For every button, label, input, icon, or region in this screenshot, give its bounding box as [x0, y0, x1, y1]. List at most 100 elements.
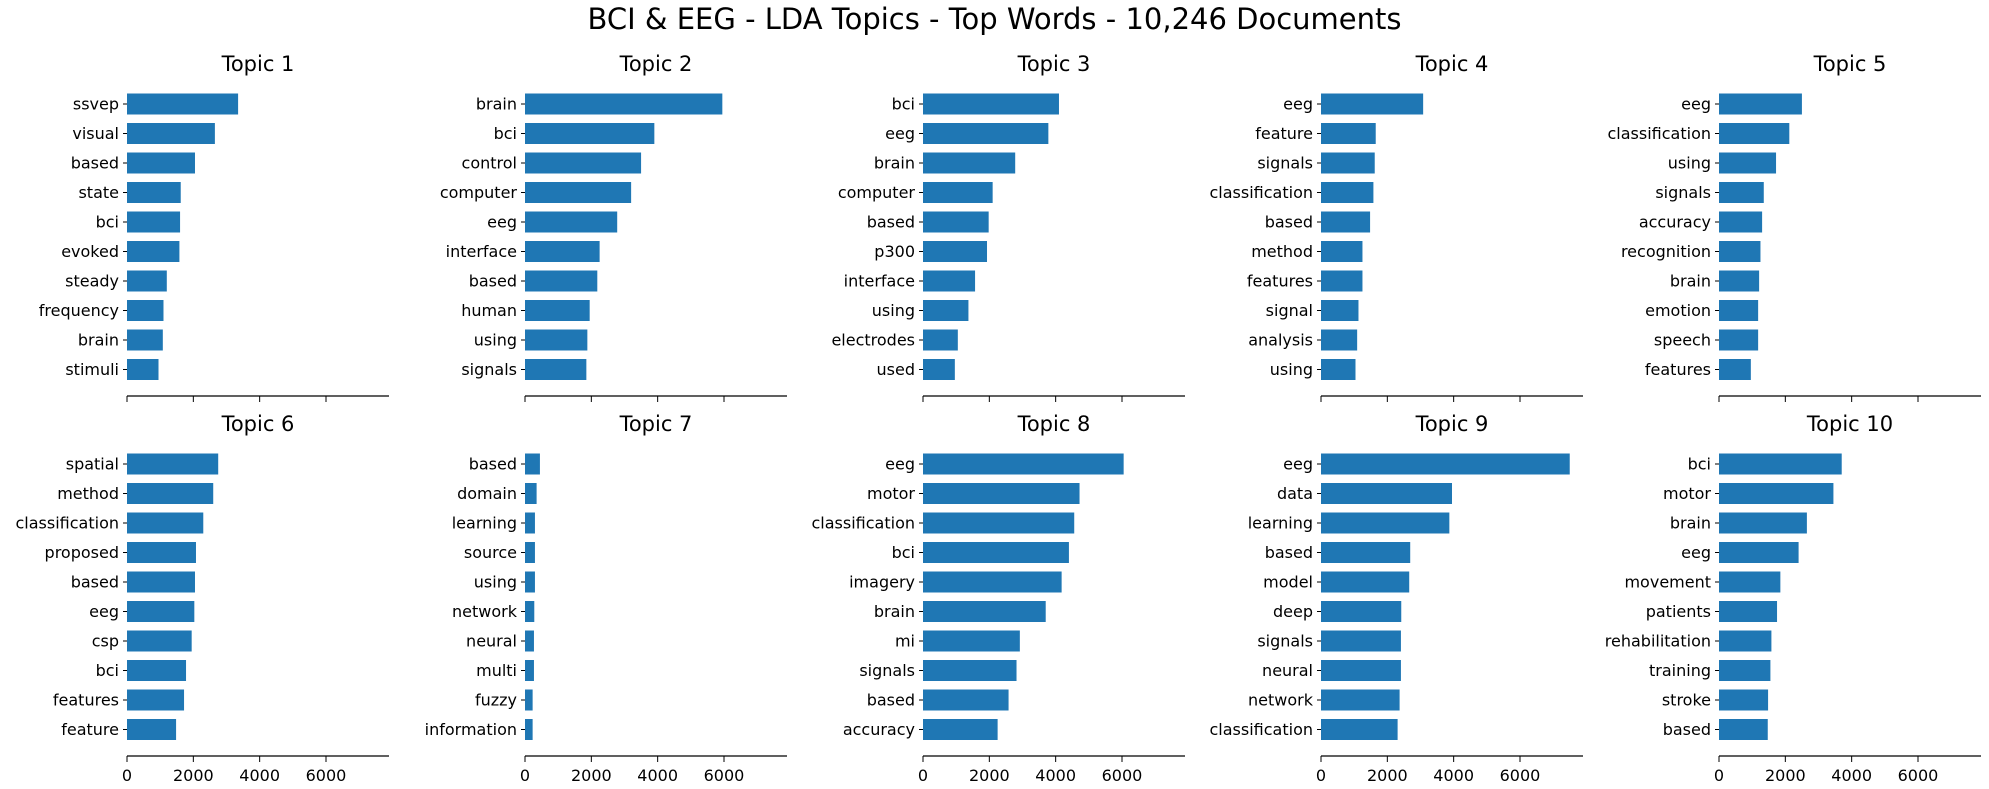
bar-topic-4-features	[1321, 270, 1363, 292]
bar-topic-1-ssvep	[127, 93, 239, 115]
category-label-topic-8-based: based	[867, 691, 915, 710]
bar-topic-10-training	[1719, 660, 1771, 681]
category-label-topic-10-based: based	[1663, 720, 1711, 739]
bar-topic-2-interface	[525, 241, 600, 262]
bar-topic-3-electrodes	[923, 329, 958, 351]
bar-topic-2-bci	[525, 123, 655, 144]
category-label-topic-7-based: based	[469, 455, 517, 474]
bar-topic-5-recognition	[1719, 241, 1761, 262]
category-label-topic-3-p300: p300	[874, 242, 915, 261]
category-label-topic-6-spatial: spatial	[66, 455, 119, 474]
category-label-topic-8-signals: signals	[859, 661, 915, 680]
category-label-topic-5-recognition: recognition	[1621, 242, 1711, 261]
category-label-topic-6-bci: bci	[96, 661, 119, 680]
bar-topic-4-eeg	[1321, 93, 1424, 115]
category-label-topic-5-brain: brain	[1670, 272, 1711, 291]
bar-topic-6-classification	[127, 512, 204, 534]
bar-topic-2-signals	[525, 359, 587, 380]
category-label-topic-2-interface: interface	[446, 242, 517, 261]
bar-topic-10-based	[1719, 719, 1768, 740]
category-label-topic-2-brain: brain	[476, 95, 517, 114]
category-label-topic-1-frequency: frequency	[39, 301, 119, 320]
category-label-topic-2-using: using	[474, 331, 517, 350]
panel-title-topic-10: Topic 10	[1806, 412, 1893, 436]
xtick-label-topic-7-0: 0	[520, 766, 530, 785]
bar-topic-8-motor	[923, 483, 1080, 504]
category-label-topic-1-steady: steady	[65, 272, 119, 291]
xtick-label-topic-8-4000: 4000	[1035, 766, 1076, 785]
bar-topic-7-source	[525, 542, 535, 563]
bar-topic-10-movement	[1719, 571, 1781, 593]
category-label-topic-5-signals: signals	[1655, 183, 1711, 202]
panel-title-topic-1: Topic 1	[221, 52, 295, 76]
panel-title-topic-2: Topic 2	[619, 52, 693, 76]
category-label-topic-6-based: based	[71, 573, 119, 592]
bar-topic-4-classification	[1321, 182, 1374, 203]
category-label-topic-7-network: network	[452, 602, 518, 621]
xtick-label-topic-8-2000: 2000	[969, 766, 1010, 785]
xtick-label-topic-10-0: 0	[1714, 766, 1724, 785]
category-label-topic-10-training: training	[1649, 661, 1711, 680]
bar-topic-10-eeg	[1719, 542, 1799, 563]
bar-topic-9-network	[1321, 689, 1400, 711]
bar-topic-6-bci	[127, 660, 187, 681]
category-label-topic-4-method: method	[1251, 242, 1313, 261]
category-label-topic-2-bci: bci	[494, 124, 517, 143]
bar-topic-5-classification	[1719, 123, 1790, 144]
category-label-topic-7-information: information	[425, 720, 517, 739]
bar-topic-4-feature	[1321, 123, 1376, 144]
bar-topic-7-domain	[525, 483, 537, 504]
category-label-topic-7-domain: domain	[457, 484, 517, 503]
category-label-topic-1-based: based	[71, 154, 119, 173]
bar-topic-1-based	[127, 152, 195, 174]
bar-topic-10-rehabilitation	[1719, 630, 1772, 652]
category-label-topic-3-electrodes: electrodes	[831, 331, 915, 350]
bar-topic-8-signals	[923, 660, 1017, 681]
bar-topic-10-motor	[1719, 483, 1834, 504]
category-label-topic-5-using: using	[1668, 154, 1711, 173]
bar-topic-4-signals	[1321, 152, 1375, 174]
category-label-topic-3-bci: bci	[892, 95, 915, 114]
xtick-label-topic-7-4000: 4000	[637, 766, 678, 785]
category-label-topic-3-based: based	[867, 213, 915, 232]
panel-title-topic-3: Topic 3	[1017, 52, 1091, 76]
bar-topic-10-stroke	[1719, 689, 1769, 711]
bar-topic-1-frequency	[127, 300, 164, 321]
bar-topic-8-imagery	[923, 571, 1062, 593]
category-label-topic-7-using: using	[474, 573, 517, 592]
bar-topic-3-brain	[923, 152, 1016, 174]
category-label-topic-9-deep: deep	[1273, 602, 1313, 621]
category-label-topic-2-eeg: eeg	[487, 213, 517, 232]
category-label-topic-9-based: based	[1265, 543, 1313, 562]
category-label-topic-8-classification: classification	[812, 514, 916, 533]
bar-topic-1-stimuli	[127, 359, 159, 380]
category-label-topic-9-model: model	[1263, 573, 1313, 592]
category-label-topic-9-data: data	[1277, 484, 1313, 503]
category-label-topic-1-stimuli: stimuli	[65, 360, 119, 379]
panel-title-topic-6: Topic 6	[221, 412, 295, 436]
category-label-topic-1-visual: visual	[72, 124, 119, 143]
category-label-topic-8-motor: motor	[867, 484, 915, 503]
bar-topic-9-neural	[1321, 660, 1401, 681]
category-label-topic-6-csp: csp	[92, 632, 119, 651]
bar-topic-1-evoked	[127, 241, 180, 262]
panel-title-topic-4: Topic 4	[1415, 52, 1489, 76]
category-label-topic-4-using: using	[1270, 360, 1313, 379]
bar-topic-2-brain	[525, 93, 723, 115]
bar-topic-9-eeg	[1321, 453, 1570, 475]
category-label-topic-6-feature: feature	[61, 720, 119, 739]
bar-topic-1-steady	[127, 270, 167, 292]
bar-topic-9-data	[1321, 483, 1452, 504]
xtick-label-topic-9-0: 0	[1316, 766, 1326, 785]
category-label-topic-1-evoked: evoked	[61, 242, 119, 261]
bar-topic-6-csp	[127, 630, 192, 652]
category-label-topic-9-classification: classification	[1210, 720, 1314, 739]
category-label-topic-1-bci: bci	[96, 213, 119, 232]
category-label-topic-1-state: state	[78, 183, 119, 202]
category-label-topic-10-motor: motor	[1663, 484, 1711, 503]
category-label-topic-2-signals: signals	[461, 360, 517, 379]
xtick-label-topic-9-4000: 4000	[1433, 766, 1474, 785]
bar-topic-3-interface	[923, 270, 976, 292]
bar-topic-7-neural	[525, 630, 534, 652]
xtick-label-topic-6-2000: 2000	[173, 766, 214, 785]
